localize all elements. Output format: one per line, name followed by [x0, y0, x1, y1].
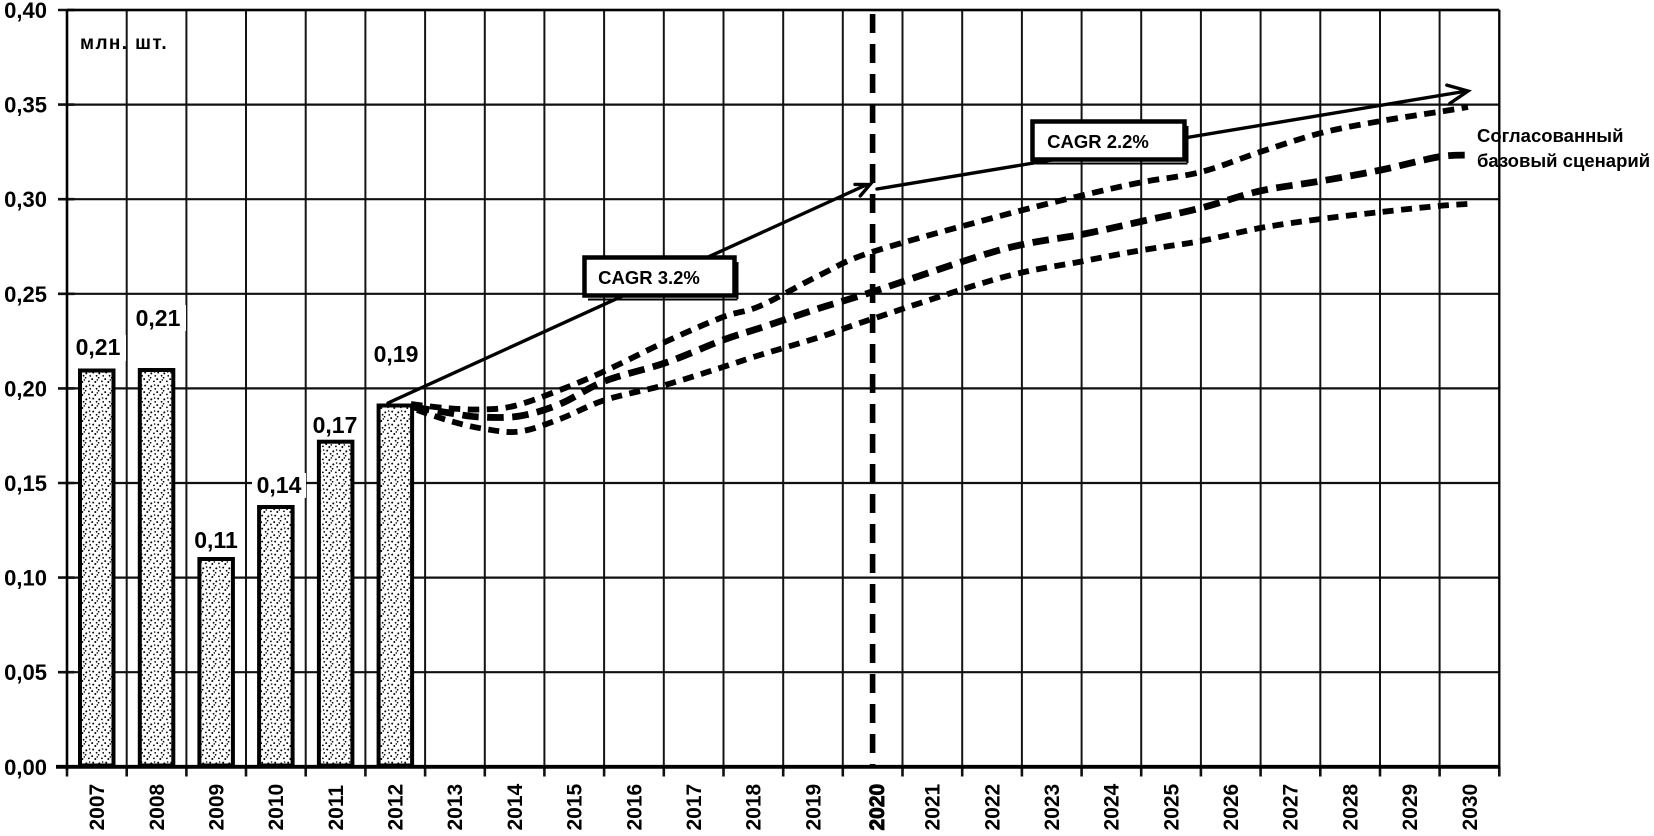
svg-text:2019: 2019	[802, 784, 825, 831]
svg-text:2009: 2009	[206, 784, 229, 831]
svg-text:2011: 2011	[325, 785, 348, 831]
svg-text:млн. шт.: млн. шт.	[80, 33, 168, 54]
svg-text:0,30: 0,30	[4, 187, 47, 212]
svg-text:0,10: 0,10	[4, 566, 47, 591]
svg-text:0,00: 0,00	[4, 755, 47, 780]
svg-text:2008: 2008	[146, 783, 169, 830]
svg-text:2020: 2020	[866, 784, 889, 831]
svg-text:2026: 2026	[1220, 784, 1243, 831]
svg-text:2025: 2025	[1160, 783, 1183, 830]
svg-text:2010: 2010	[265, 784, 288, 831]
svg-text:2014: 2014	[504, 783, 527, 830]
svg-text:2012: 2012	[385, 784, 408, 831]
svg-text:2028: 2028	[1339, 783, 1362, 830]
svg-text:0,21: 0,21	[136, 305, 181, 331]
svg-text:2029: 2029	[1399, 784, 1422, 831]
svg-text:2030: 2030	[1459, 784, 1482, 831]
svg-text:2016: 2016	[623, 784, 646, 831]
svg-text:0,20: 0,20	[4, 376, 47, 401]
svg-text:2027: 2027	[1280, 784, 1303, 831]
svg-text:2018: 2018	[743, 783, 766, 830]
svg-text:2017: 2017	[683, 784, 706, 831]
svg-text:2023: 2023	[1041, 784, 1064, 831]
svg-text:2021: 2021	[922, 783, 945, 830]
svg-text:0,19: 0,19	[374, 341, 419, 367]
svg-text:2024: 2024	[1101, 783, 1124, 830]
svg-text:0,40: 0,40	[4, 0, 47, 23]
svg-text:0,05: 0,05	[4, 660, 47, 685]
svg-text:2022: 2022	[981, 784, 1004, 831]
svg-text:CAGR 2.2%: CAGR 2.2%	[1047, 131, 1149, 152]
svg-text:0,21: 0,21	[76, 334, 121, 360]
svg-text:0,17: 0,17	[313, 412, 358, 438]
svg-text:базовый сценарий: базовый сценарий	[1477, 150, 1650, 171]
svg-text:Согласованный: Согласованный	[1477, 125, 1623, 146]
svg-text:0,35: 0,35	[4, 93, 47, 118]
svg-text:0,25: 0,25	[4, 282, 47, 307]
svg-text:CAGR 3.2%: CAGR 3.2%	[598, 267, 700, 288]
svg-text:0,11: 0,11	[194, 527, 238, 553]
svg-text:0,14: 0,14	[257, 472, 302, 498]
svg-text:2007: 2007	[86, 784, 109, 831]
svg-text:2015: 2015	[564, 783, 587, 830]
svg-text:2013: 2013	[444, 784, 467, 831]
svg-text:0,15: 0,15	[4, 471, 47, 496]
